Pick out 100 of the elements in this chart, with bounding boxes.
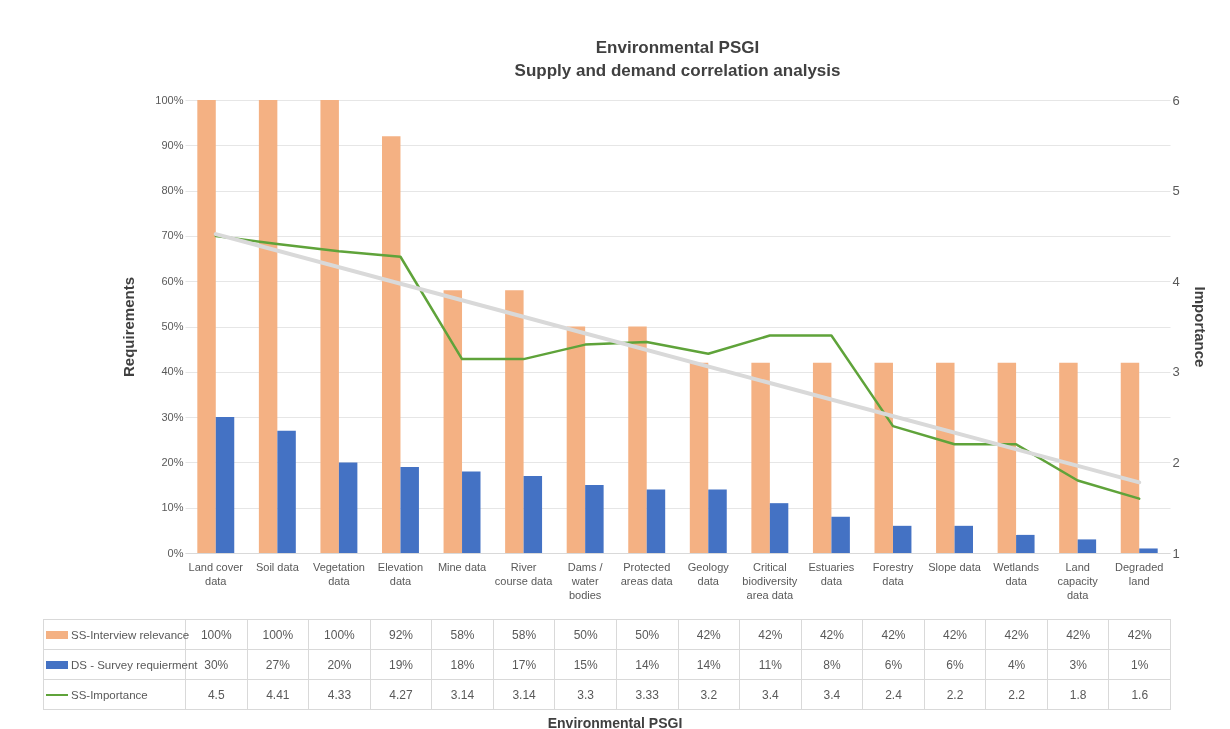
bar [892, 525, 912, 553]
x-tick-label: Forestry data [872, 560, 914, 587]
bar [997, 362, 1017, 553]
data-label: 1% [1108, 649, 1171, 680]
bar [566, 326, 586, 553]
y-tick-label: 50% [161, 320, 184, 332]
bar [258, 100, 278, 553]
legend-label: SS-Interview relevance [70, 627, 190, 643]
y-tick-label: 40% [161, 365, 184, 378]
data-label: 58% [431, 619, 494, 650]
y2-tick-label: 5 [1172, 183, 1180, 199]
data-label: 1.6 [1108, 679, 1171, 710]
data-label: 3.4 [801, 679, 863, 710]
bar [320, 100, 339, 553]
data-label: 42% [1047, 619, 1109, 650]
y-tick-label: 30% [161, 410, 184, 423]
data-label: 4% [985, 649, 1048, 680]
data-label: 1.8 [1047, 679, 1109, 710]
x-tick-label: Soil data [255, 560, 300, 573]
bar [197, 100, 216, 553]
data-label: 92% [370, 619, 432, 650]
y-tick-label: 10% [161, 501, 184, 514]
data-label: 18% [431, 649, 494, 680]
data-label: 8% [801, 649, 863, 680]
x-tick-label: Geology data [687, 560, 730, 587]
bar [1016, 534, 1035, 553]
data-label: 4.41 [247, 679, 309, 710]
bar [462, 471, 481, 553]
data-label: 58% [493, 619, 555, 650]
data-label: 3.33 [616, 679, 678, 710]
data-label: 100% [308, 619, 371, 650]
bar [1077, 539, 1097, 553]
data-label: 42% [862, 619, 925, 650]
bar [751, 362, 770, 553]
x-tick-label: Land cover data [188, 560, 244, 587]
bar [338, 462, 358, 553]
bar [831, 516, 850, 553]
y-tick-label: 70% [161, 229, 184, 242]
data-label: 42% [801, 619, 863, 650]
bar [585, 485, 604, 553]
data-label: 100% [200, 627, 232, 642]
data-label: 4.33 [308, 679, 371, 710]
bar [689, 362, 709, 553]
y2-tick-label: 1 [1172, 545, 1180, 561]
bar [382, 136, 401, 553]
data-label: 2.4 [862, 679, 925, 710]
y-tick-label: 0% [167, 546, 184, 559]
data-label: 42% [924, 619, 986, 650]
data-label: 19% [370, 649, 432, 680]
bar [215, 417, 235, 553]
bar [505, 290, 524, 553]
y-axis-title: Requirements [120, 276, 138, 378]
data-label: 2.2 [985, 679, 1048, 710]
data-label: 3.2 [678, 679, 740, 710]
data-label: 27% [247, 649, 309, 680]
bar [1059, 362, 1078, 553]
chart-subtitle: Supply and demand correlation analysis [514, 61, 841, 80]
x-tick-label: Slope data [928, 560, 982, 573]
data-label: 4.5 [185, 679, 248, 710]
legend-label: SS-Importance [43, 679, 186, 710]
data-label: 3% [1047, 649, 1109, 680]
data-label: 42% [739, 619, 802, 650]
x-tick-label: Dams / water bodies [567, 560, 604, 601]
data-label: 11% [739, 649, 802, 680]
bar [523, 475, 543, 553]
x-tick-label: Wetlands data [993, 560, 1040, 587]
data-label: 3.3 [554, 679, 617, 710]
data-label: 4.27 [370, 679, 432, 710]
data-label: 17% [493, 649, 555, 680]
bar [400, 466, 419, 553]
data-label: 50% [616, 619, 678, 650]
y2-tick-label: 3 [1172, 364, 1180, 380]
bar [646, 489, 666, 553]
data-label: 6% [924, 649, 986, 680]
data-label: 50% [554, 619, 617, 650]
bar [769, 503, 789, 553]
data-label: 100% [247, 619, 309, 650]
data-label: 14% [678, 649, 740, 680]
y-tick-label: 100% [155, 93, 184, 106]
x-tick-label: Mine data [437, 560, 488, 573]
x-tick-label: Land capacity data [1057, 560, 1099, 601]
data-label: 3.14 [493, 679, 555, 710]
data-label: 2.2 [924, 679, 986, 710]
data-label: 30% [204, 657, 229, 672]
bar [1139, 548, 1158, 553]
bar [443, 290, 463, 553]
data-label: 42% [678, 619, 740, 650]
data-label: 20% [308, 649, 371, 680]
bar [277, 430, 296, 553]
bar [812, 362, 832, 553]
text: Environmental PSGI [546, 715, 684, 729]
data-label: 3.4 [739, 679, 802, 710]
data-label: 6% [862, 649, 925, 680]
x-tick-label: Critical biodiversity area data [742, 560, 798, 601]
data-label: 14% [616, 649, 678, 680]
bar [954, 525, 973, 553]
y-tick-label: 80% [161, 184, 184, 197]
x-tick-label: Degraded land [1115, 560, 1164, 587]
bar [874, 362, 893, 553]
y2-tick-label: 6 [1172, 92, 1180, 108]
